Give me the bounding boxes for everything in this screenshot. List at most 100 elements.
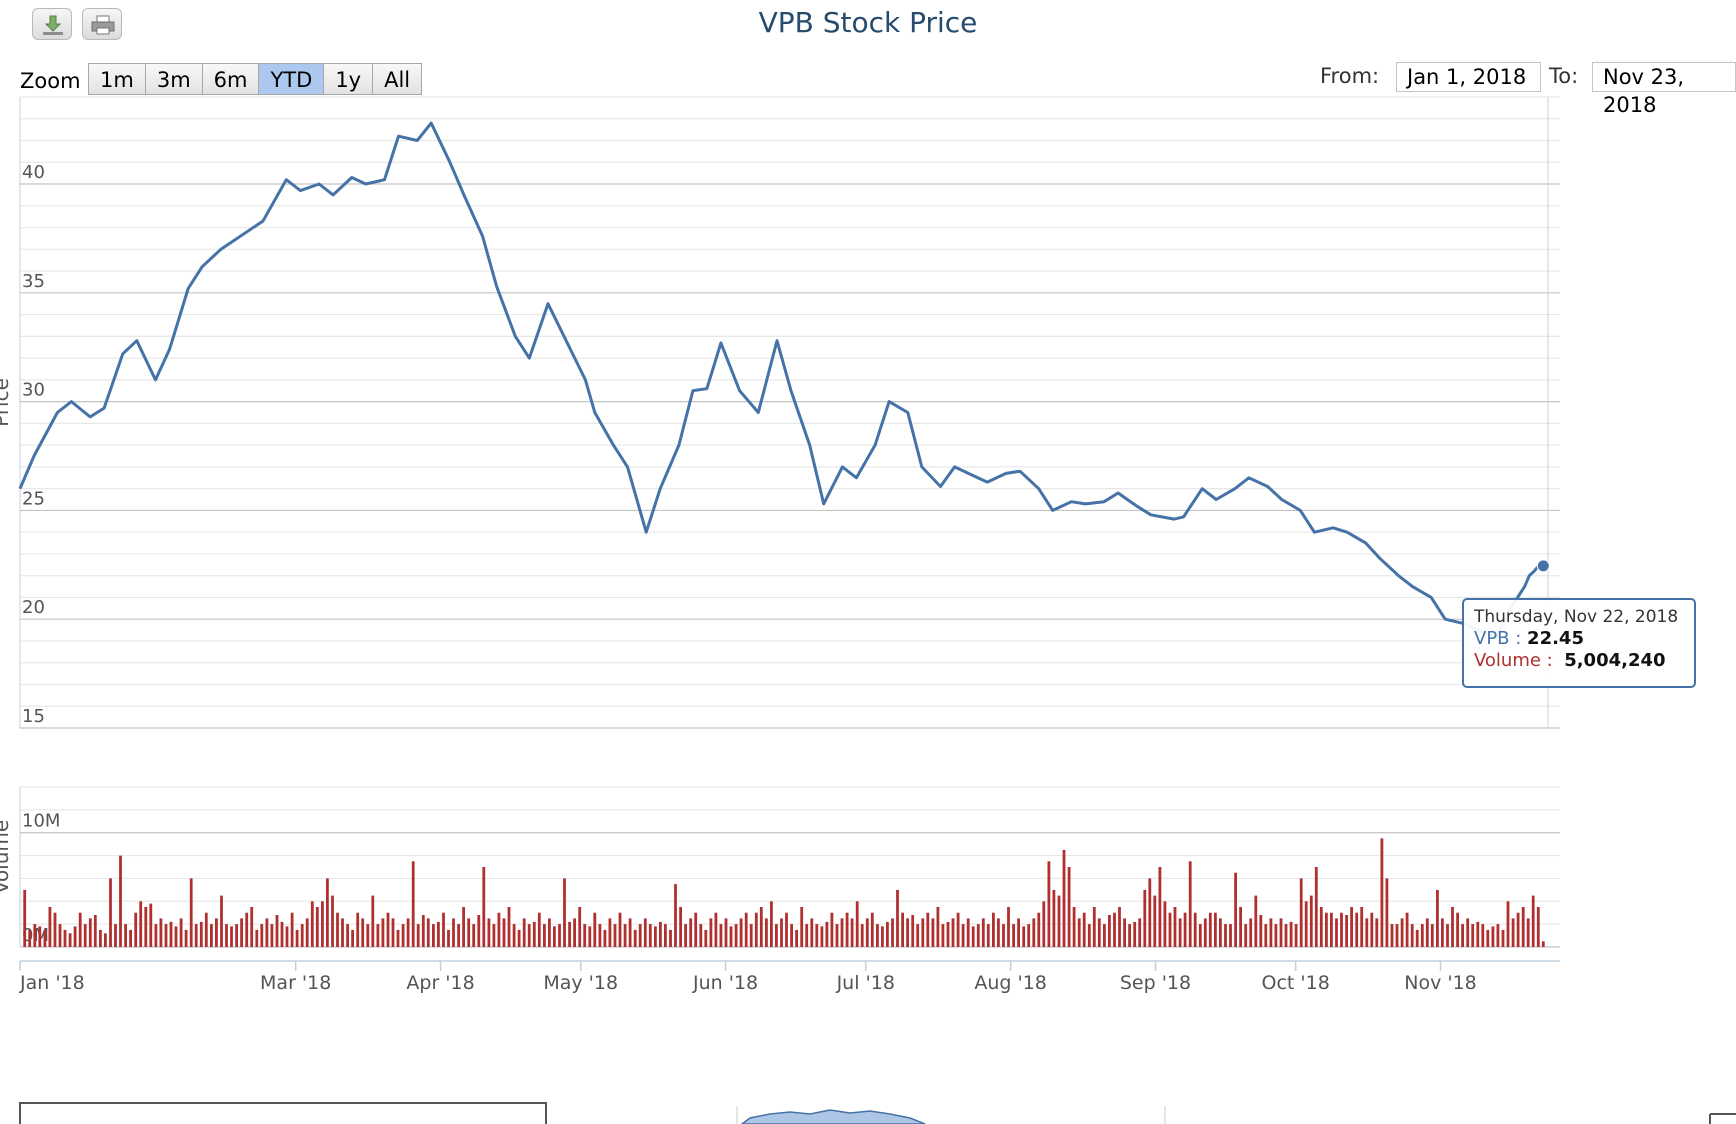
volume-bar <box>684 924 687 947</box>
volume-bar <box>437 921 440 947</box>
volume-bar <box>1299 878 1303 947</box>
volume-bar <box>1007 907 1010 947</box>
volume-bar <box>381 918 385 947</box>
volume-bar <box>245 912 249 947</box>
volume-bar <box>371 895 375 947</box>
navigator-mask-left <box>19 1102 547 1124</box>
volume-bar <box>1481 924 1485 947</box>
volume-bar <box>305 918 309 947</box>
zoom-1y-button[interactable]: 1y <box>323 63 374 95</box>
volume-bar <box>88 918 92 947</box>
volume-bar <box>674 884 677 947</box>
volume-bar <box>1491 926 1495 947</box>
print-button[interactable] <box>82 8 122 40</box>
volume-bar <box>189 878 193 947</box>
volume-bar <box>1390 924 1394 947</box>
volume-bar <box>169 921 173 947</box>
volume-bar <box>1325 912 1328 947</box>
volume-bar <box>220 895 223 947</box>
tooltip-series-label: VPB : <box>1474 628 1522 649</box>
volume-bar <box>1536 907 1540 947</box>
volume-bar <box>194 924 198 947</box>
volume-bar <box>1012 924 1015 947</box>
volume-bar <box>966 918 970 947</box>
volume-bar <box>583 924 587 947</box>
volume-bar <box>1294 924 1298 947</box>
volume-bar <box>992 912 995 947</box>
volume-bar <box>1330 912 1333 947</box>
zoom-1m-button[interactable]: 1m <box>88 63 146 95</box>
volume-bar <box>48 907 52 947</box>
volume-bar <box>961 924 965 947</box>
volume-bar <box>825 921 829 947</box>
volume-bar <box>144 907 148 947</box>
volume-bar <box>1113 912 1116 947</box>
price-axis: 15 20 25 30 35 40 Price <box>0 162 45 727</box>
volume-bar <box>406 918 410 947</box>
volume-bar <box>426 918 430 947</box>
volume-bar <box>134 912 138 947</box>
volume-bar <box>1264 924 1268 947</box>
volume-bar <box>704 929 708 947</box>
volume-bar <box>1506 901 1510 947</box>
download-button[interactable] <box>32 8 72 40</box>
price-hover-marker <box>1536 559 1550 573</box>
volume-bar <box>1395 924 1399 947</box>
volume-bar <box>901 912 904 947</box>
volume-bar <box>43 929 47 947</box>
from-date-input[interactable]: Jan 1, 2018 <box>1396 62 1541 92</box>
zoom-ytd-button[interactable]: YTD <box>258 63 325 95</box>
volume-bar <box>341 918 344 947</box>
to-date-input[interactable]: Nov 23, 2018 <box>1592 62 1736 117</box>
volume-bar <box>1138 918 1142 947</box>
volume-bar <box>689 918 693 947</box>
x-axis-tick-label: Jul '18 <box>836 972 895 994</box>
volume-bar <box>1400 918 1404 947</box>
volume-bar <box>452 918 455 947</box>
tooltip-date: Thursday, Nov 22, 2018 <box>1474 607 1679 627</box>
volume-bar <box>184 929 188 947</box>
volume-bar <box>654 926 657 947</box>
x-axis-tick-label: Nov '18 <box>1404 972 1477 994</box>
volume-bar <box>99 929 102 947</box>
volume-bar <box>1541 941 1545 947</box>
volume-bar <box>1284 924 1288 947</box>
volume-bar <box>1335 918 1338 947</box>
volume-bar <box>1168 912 1172 947</box>
volume-bar <box>1143 889 1147 947</box>
price-gridlines <box>19 96 1560 729</box>
volume-bar <box>820 926 824 947</box>
zoom-all-button[interactable]: All <box>372 63 423 95</box>
volume-bar <box>1430 924 1434 947</box>
volume-bar <box>729 926 733 947</box>
volume-bar <box>936 907 940 947</box>
volume-bar <box>447 929 450 947</box>
zoom-6m-button[interactable]: 6m <box>201 63 260 95</box>
zoom-3m-button[interactable]: 3m <box>144 63 203 95</box>
price-tick-label: 25 <box>22 488 45 509</box>
zoom-label: Zoom <box>20 69 81 93</box>
volume-bar <box>855 901 859 947</box>
volume-bar <box>1163 901 1167 947</box>
volume-bar <box>497 912 501 947</box>
volume-bar <box>1239 907 1242 947</box>
price-series-line <box>18 121 1544 639</box>
x-axis-tick-label: May '18 <box>543 972 618 994</box>
volume-bar <box>623 924 627 947</box>
volume-bar <box>1249 918 1253 947</box>
volume-bar <box>951 918 955 947</box>
volume-bar <box>775 924 778 947</box>
volume-bar <box>911 915 915 947</box>
volume-bar <box>1405 912 1409 947</box>
volume-bar <box>739 918 743 947</box>
volume-bar <box>891 918 894 947</box>
volume-bar <box>290 912 294 947</box>
volume-bar <box>1259 915 1263 947</box>
volume-bar <box>1244 924 1248 947</box>
volume-bar <box>1193 912 1197 947</box>
volume-bar <box>401 924 405 947</box>
volume-bar <box>1380 838 1384 947</box>
volume-bar <box>1017 918 1020 947</box>
volume-bar <box>810 918 814 947</box>
volume-bar <box>255 929 259 947</box>
